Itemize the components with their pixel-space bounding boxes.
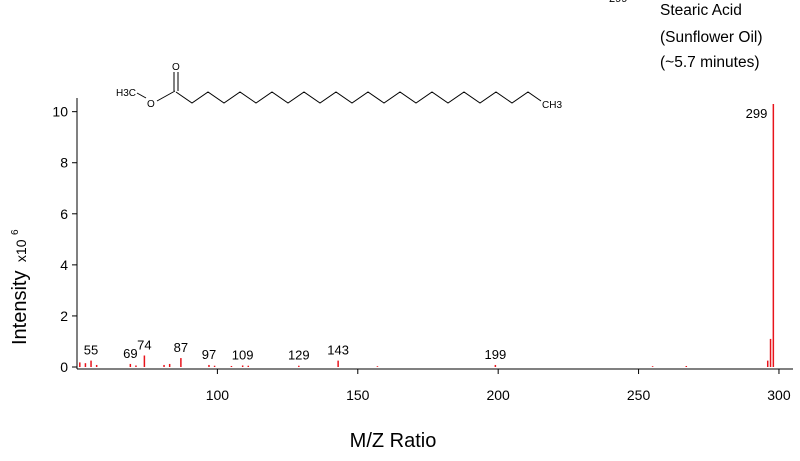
structure-carbonyl-oxygen-label: O xyxy=(172,62,180,73)
peak-label: 143 xyxy=(327,343,349,358)
peak-label: 199 xyxy=(485,347,507,362)
x-tick-label: 200 xyxy=(486,387,510,403)
y-axis-ticks: 0 2 4 6 8 10 xyxy=(52,104,77,375)
x-tick-label: 250 xyxy=(627,387,651,403)
y-tick-label: 6 xyxy=(60,206,68,222)
y-tick-label: 8 xyxy=(60,155,68,171)
chemical-structure: H3C O O CH3 xyxy=(116,62,562,111)
annotation-line-2: (Sunflower Oil) xyxy=(660,29,763,46)
structure-terminal-methyl-label: CH3 xyxy=(542,100,562,111)
y-tick-label: 2 xyxy=(60,308,68,324)
annotation-line-1: Stearic Acid xyxy=(660,2,742,19)
structure-bond-methyl-o xyxy=(136,92,147,99)
structure-bond-o-carbonyl xyxy=(156,90,176,102)
structure-methyl-label: H3C xyxy=(116,88,136,99)
x-axis-title: M/Z Ratio xyxy=(350,430,437,452)
peak-label: 74 xyxy=(137,338,151,353)
x-tick-label: 150 xyxy=(346,387,370,403)
x-tick-label: 300 xyxy=(767,387,791,403)
peak-label: 97 xyxy=(202,347,216,362)
spectrum-peaks xyxy=(79,104,775,367)
structure-ester-oxygen-label: O xyxy=(147,99,155,110)
peak-label: 299 xyxy=(746,106,768,121)
x-tick-label: 100 xyxy=(206,387,230,403)
y-axis-title: Intensity x10 6 xyxy=(9,229,31,345)
annotation-line-3: (~5.7 minutes) xyxy=(660,54,760,71)
y-axis-title-text: Intensity xyxy=(9,271,31,345)
y-tick-label: 10 xyxy=(52,104,68,120)
peak-label: 87 xyxy=(174,340,188,355)
x-axis-ticks: 100 150 200 250 300 xyxy=(206,369,791,403)
peak-label: 69 xyxy=(123,346,137,361)
structure-carbon-chain xyxy=(175,91,542,104)
y-axis-title-exp: 6 xyxy=(10,229,21,235)
y-tick-label: 4 xyxy=(60,257,68,273)
peak-label: 55 xyxy=(84,343,98,358)
svg-text:Intensity x10 6: Intensity x10 6 xyxy=(9,229,31,345)
y-axis-title-unit: x10 xyxy=(13,239,29,262)
y-tick-label: 0 xyxy=(60,359,68,375)
peak-label: 129 xyxy=(288,348,310,363)
peak-label: 109 xyxy=(232,347,254,362)
annotation-clipped-number: 299 xyxy=(609,0,627,5)
